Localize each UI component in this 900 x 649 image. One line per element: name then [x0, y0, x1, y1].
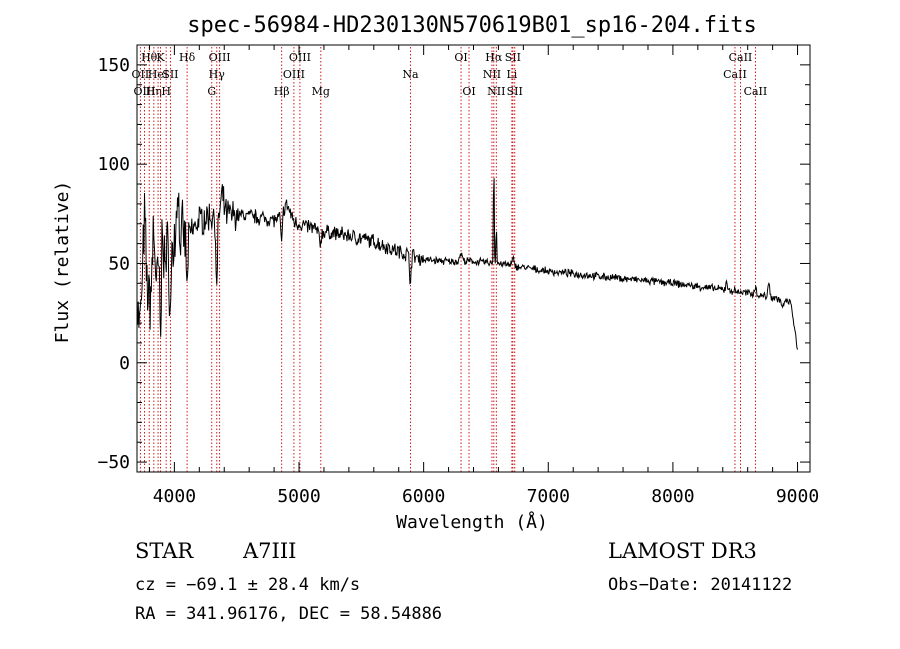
- line-label: NII: [483, 68, 501, 81]
- line-label: OIII: [209, 51, 231, 64]
- object-class: STAR: [135, 539, 194, 563]
- y-tick-label: 150: [97, 55, 130, 76]
- coordinates: RA = 341.96176, DEC = 58.54886: [135, 604, 442, 624]
- y-axis-label: Flux (relative): [52, 181, 73, 344]
- line-label: OIII: [133, 85, 155, 98]
- line-label: Mg: [312, 85, 330, 98]
- line-label: Na: [402, 68, 419, 81]
- x-tick-label: 4000: [153, 486, 196, 507]
- line-label: Hα: [485, 51, 503, 64]
- x-tick-label: 8000: [651, 486, 694, 507]
- line-label: CaII: [723, 68, 747, 81]
- line-label: K: [156, 51, 165, 64]
- line-label: OI: [462, 85, 475, 98]
- line-label: Hβ: [274, 85, 290, 98]
- line-label: SII: [162, 68, 178, 81]
- line-label: G: [207, 85, 216, 98]
- line-label: CaII: [729, 51, 753, 64]
- x-tick-label: 5000: [277, 486, 320, 507]
- y-tick-label: 0: [119, 353, 130, 374]
- line-label: OII: [132, 68, 150, 81]
- line-label: OIII: [289, 51, 311, 64]
- observation-date: Obs−Date: 20141122: [608, 575, 792, 595]
- y-tick-label: −50: [97, 452, 130, 473]
- x-tick-label: 6000: [402, 486, 445, 507]
- line-label: H: [161, 85, 171, 98]
- plot-frame: [136, 44, 811, 473]
- line-label: Hδ: [179, 51, 196, 64]
- line-label: HeI: [148, 68, 168, 81]
- line-label: NII: [487, 85, 505, 98]
- spectral-line-markers: OIIOIIIHθHηHeIKHSIIHδGHγOIIIHβOIIIOIIIMg…: [132, 47, 768, 472]
- line-label: CaII: [744, 85, 768, 98]
- axis-ticks: 4000 5000 6000 7000 8000 9000 −50 0 50 100 150: [97, 45, 819, 507]
- spectrum-trace: [136, 178, 798, 350]
- line-label: OI: [454, 51, 467, 64]
- line-label: OIII: [283, 68, 305, 81]
- spectral-subclass: A7III: [242, 539, 296, 563]
- x-tick-label: 9000: [776, 486, 819, 507]
- redshift-velocity: cz = −69.1 ± 28.4 km/s: [135, 575, 360, 595]
- line-label: SII: [507, 85, 523, 98]
- x-tick-label: 7000: [527, 486, 570, 507]
- chart-title: spec-56984-HD230130N570619B01_sp16-204.f…: [187, 13, 757, 38]
- line-label: SII: [505, 51, 521, 64]
- line-label: Hθ: [141, 51, 158, 64]
- y-tick-label: 100: [97, 154, 130, 175]
- line-label: Hγ: [209, 68, 226, 81]
- survey-name: LAMOST DR3: [608, 539, 757, 563]
- x-axis-label: Wavelength (Å): [396, 511, 548, 533]
- line-label: Li: [506, 68, 517, 81]
- y-tick-label: 50: [108, 253, 130, 274]
- line-label: Hη: [146, 85, 162, 98]
- spectrum-line: [136, 178, 798, 350]
